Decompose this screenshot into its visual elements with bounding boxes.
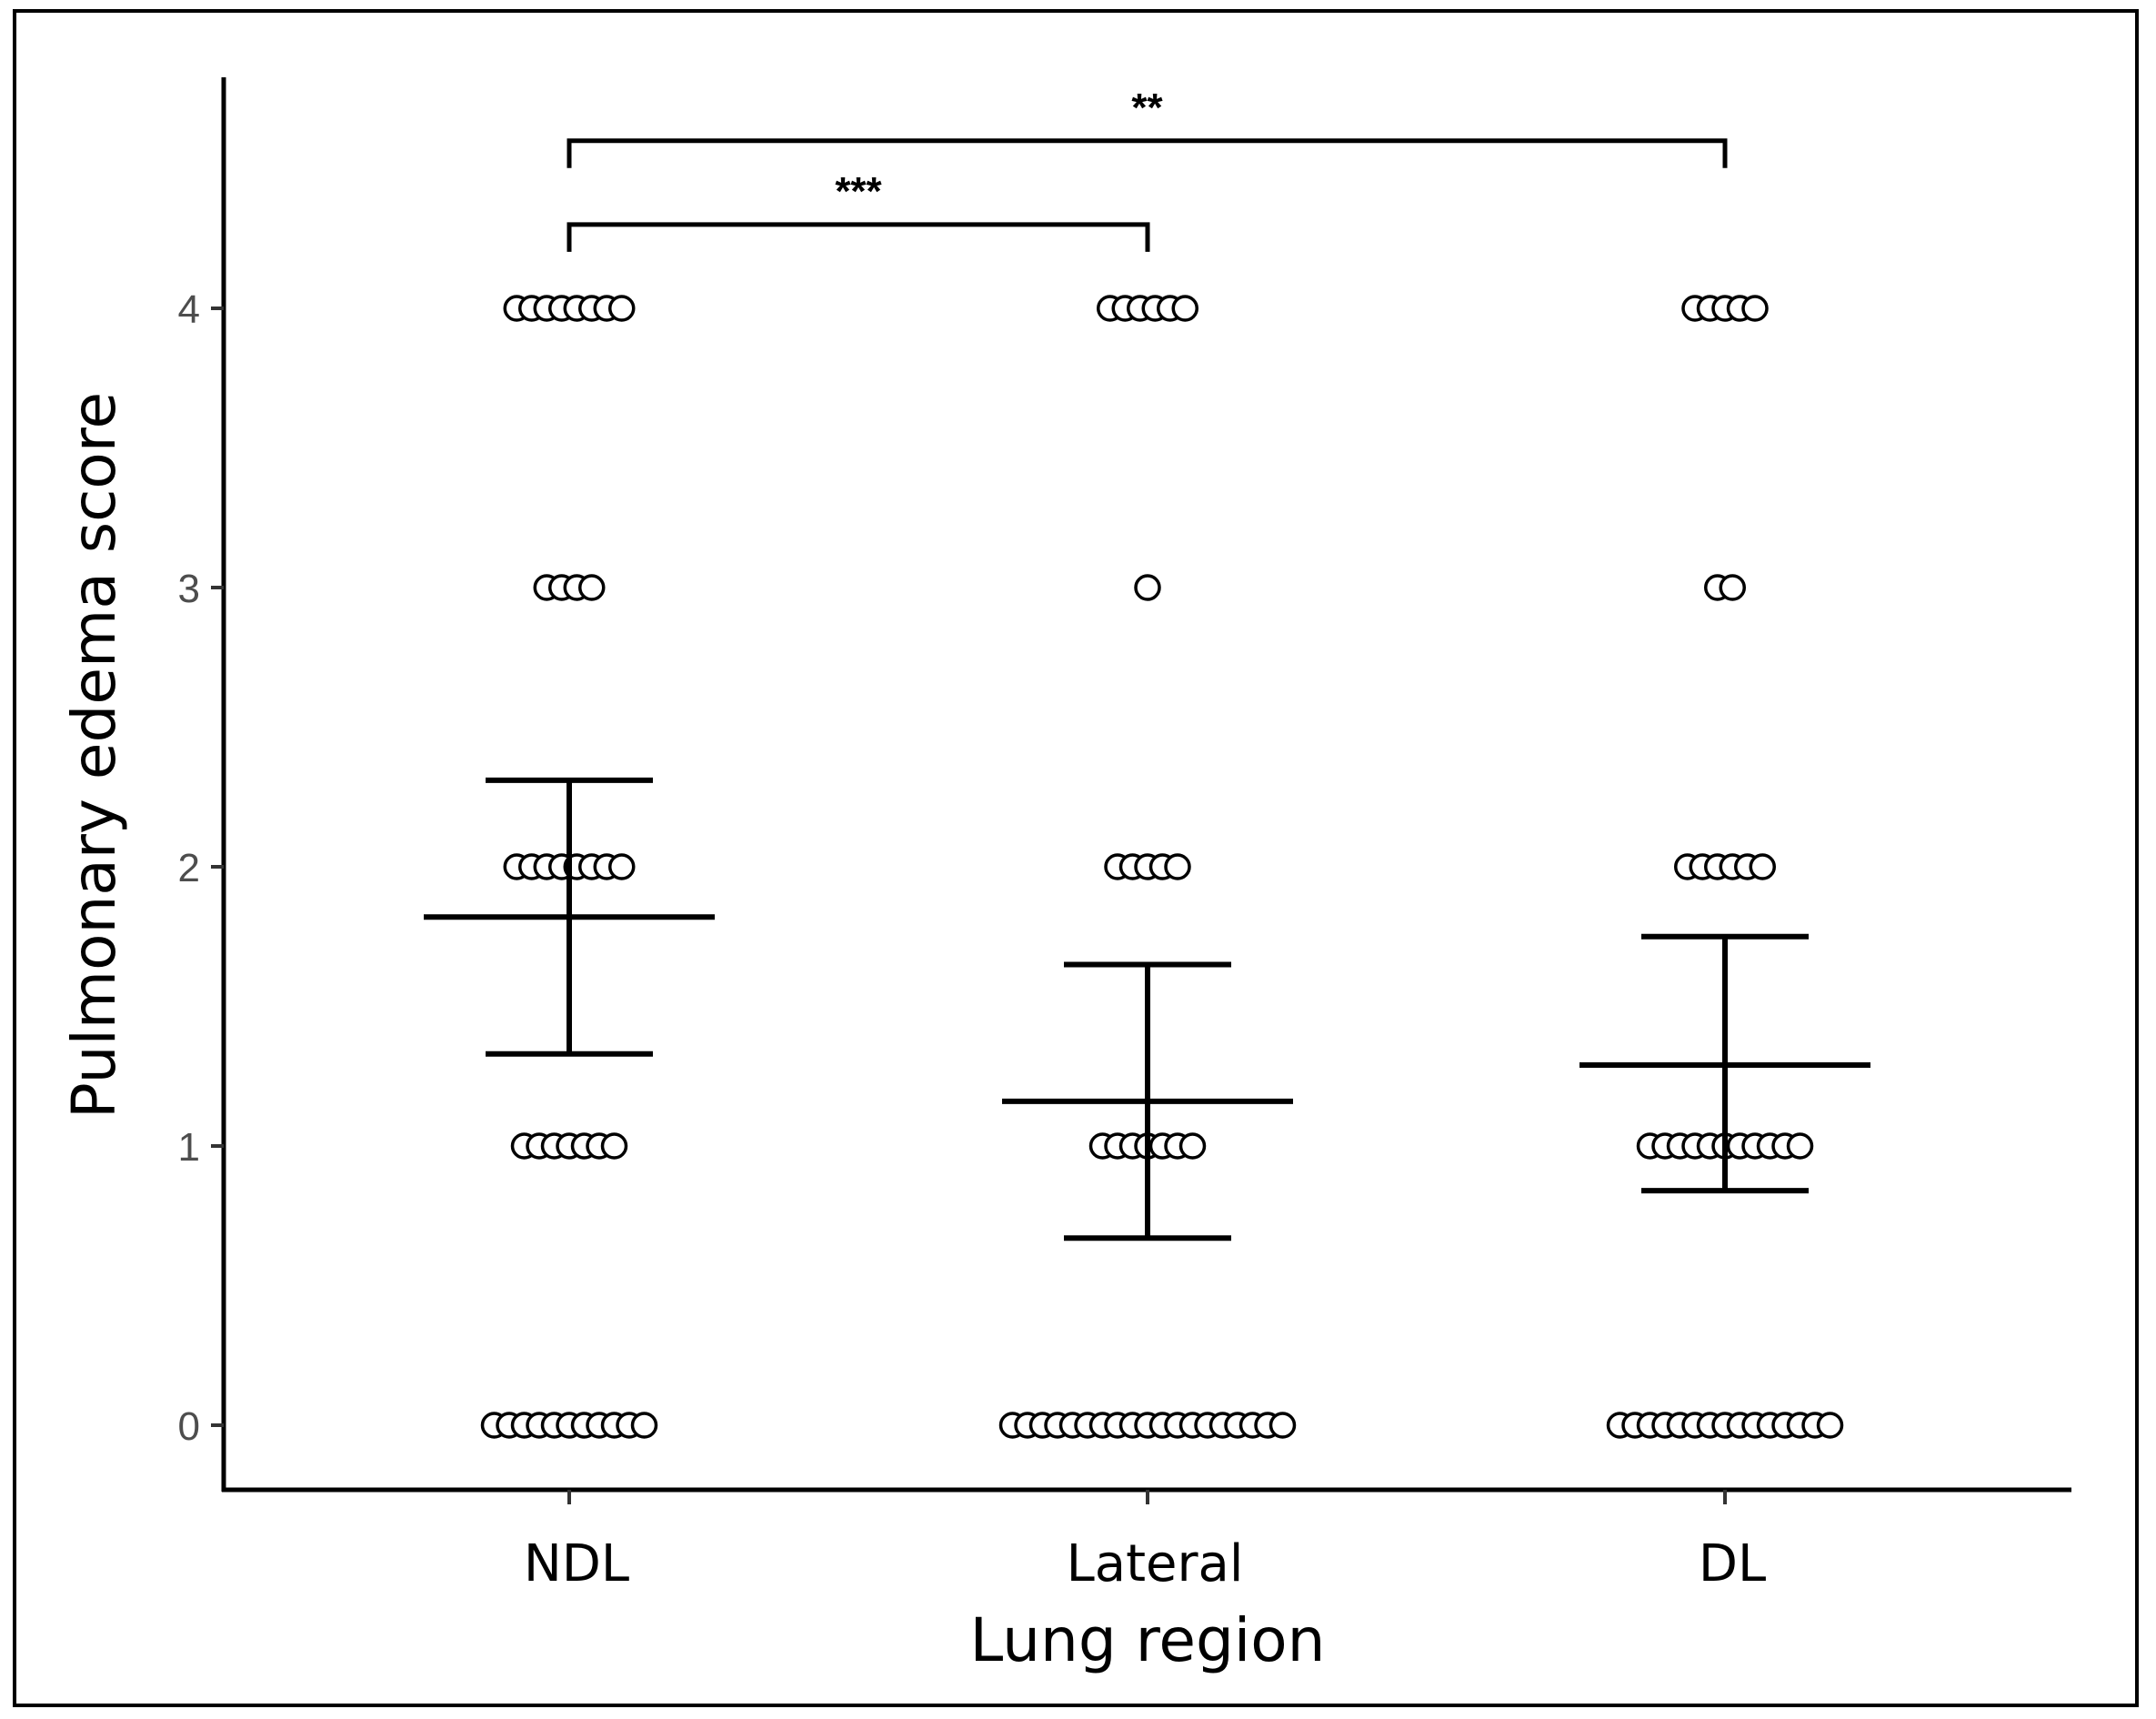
x-axis-title: Lung region	[970, 1605, 1326, 1675]
y-tick-label: 0	[178, 1404, 200, 1449]
data-point	[1786, 1132, 1814, 1160]
data-point	[1269, 1412, 1297, 1439]
y-tick-label: 2	[178, 846, 200, 890]
data-point	[600, 1132, 628, 1160]
x-tick-label: Lateral	[1067, 1534, 1244, 1593]
y-tick-label: 4	[178, 287, 200, 332]
data-point	[1178, 1132, 1207, 1160]
y-axis-title: Pulmonary edema score	[59, 392, 129, 1119]
significance-bracket	[567, 222, 1150, 252]
data-point	[1719, 574, 1746, 601]
data-point	[608, 853, 636, 880]
data-point	[1164, 853, 1191, 880]
data-point	[578, 574, 606, 601]
data-point	[630, 1412, 658, 1439]
data-point	[608, 295, 636, 322]
data-point	[1816, 1412, 1844, 1439]
data-point	[1171, 295, 1198, 322]
data-point	[1134, 574, 1161, 601]
x-tick-label: NDL	[524, 1534, 629, 1593]
significance-bracket	[567, 138, 1728, 168]
significance-label: ***	[835, 169, 882, 214]
data-point	[1741, 295, 1769, 322]
data-point	[1749, 853, 1776, 880]
y-tick-label: 3	[178, 567, 200, 611]
significance-label: **	[1131, 85, 1163, 130]
y-tick-label: 1	[178, 1125, 200, 1170]
x-tick-label: DL	[1699, 1534, 1766, 1593]
